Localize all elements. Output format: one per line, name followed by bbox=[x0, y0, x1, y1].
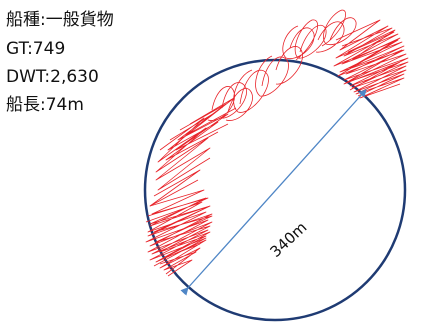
track-loops-middle bbox=[207, 46, 303, 121]
swing-circle bbox=[143, 58, 407, 322]
diameter-dimension-line bbox=[180, 89, 367, 296]
track-cluster-upper-right bbox=[333, 19, 409, 99]
spec-ship-length: 船長:74m bbox=[6, 95, 84, 115]
spec-ship-type: 船種:一般貨物 bbox=[6, 10, 114, 30]
spec-deadweight: DWT:2,630 bbox=[6, 67, 99, 87]
track-loops-upper bbox=[282, 9, 357, 61]
spec-gross-tonnage: GT:749 bbox=[6, 39, 66, 59]
ship-track bbox=[145, 9, 409, 277]
track-loops-left bbox=[149, 97, 237, 207]
diameter-label: 340m bbox=[266, 218, 310, 261]
